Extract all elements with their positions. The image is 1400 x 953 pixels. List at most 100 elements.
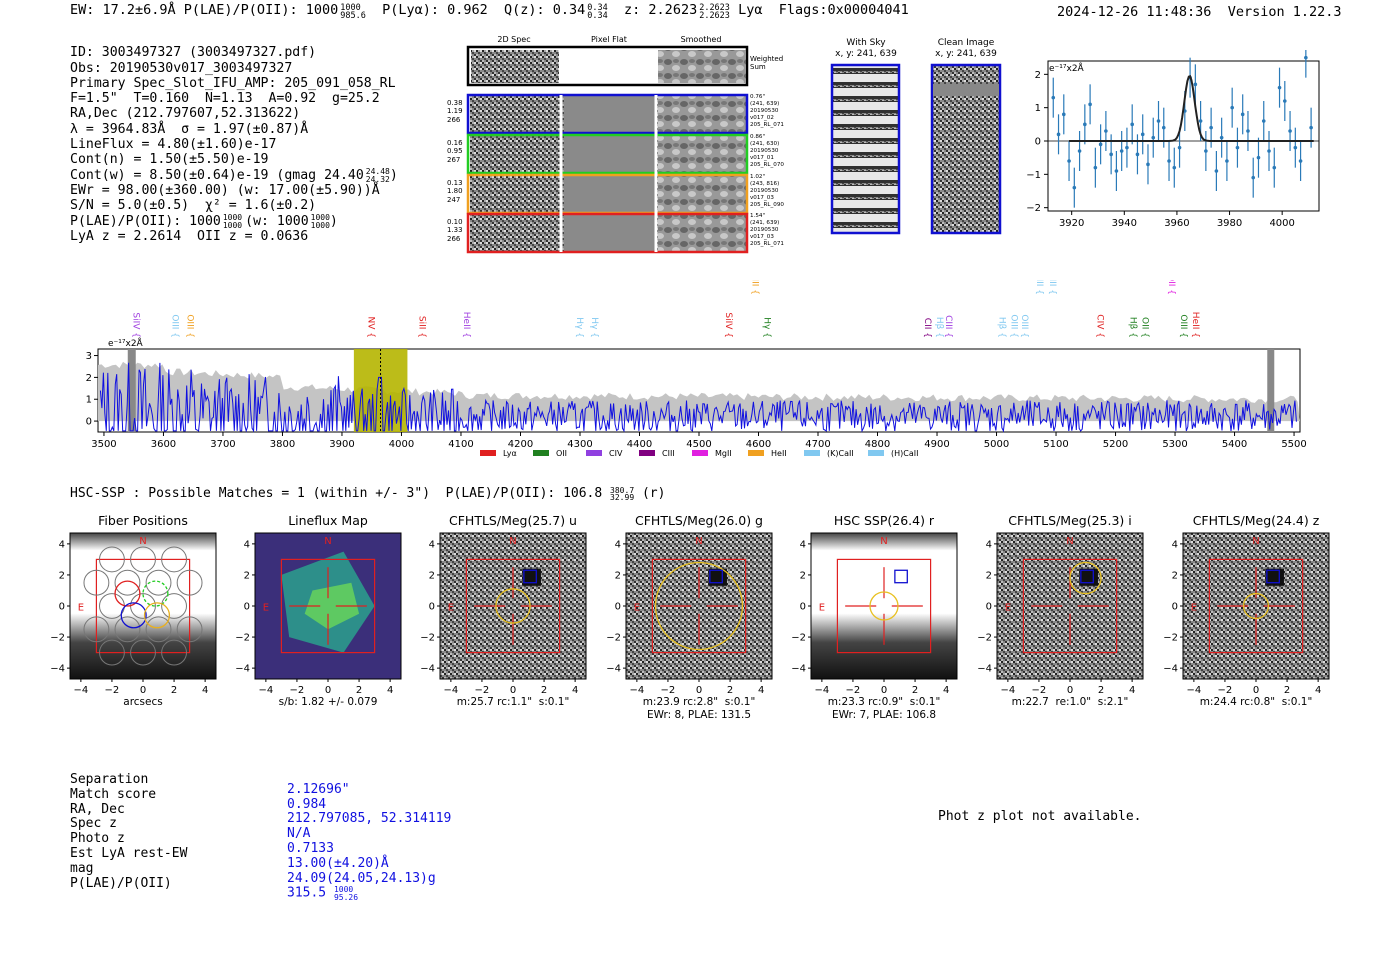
panel-image: N E 4 2 0 −2 −4 −4 −2 0 2 4 [977,532,1144,696]
panel-y-tick-label: 0 [59,602,65,613]
header-summary: EW: 17.2±6.9Å P(LAE)/P(OII): 1000 1000 985… [70,2,909,21]
info-sn: S/N = 5.0(±0.5) χ² = 1.6(±0.2) [70,198,317,214]
match-labels: Separation Match score RA, Dec Spec z Ph… [70,772,188,891]
aperture-box [651,558,747,654]
spec-y-tick-label: 3 [86,351,92,362]
row2-right-info: 0.86" (241, 630) 20190530 v017_01 205_RL… [750,134,784,168]
aperture-box [95,558,191,654]
panel-y-tick-label: −4 [977,664,992,675]
emission-line-label: SiIV { [723,312,733,338]
aperture-box [836,558,932,654]
fit-point [1067,159,1071,163]
panel-x-tick-label: 4 [1129,685,1135,696]
panel-y-tick-label: 4 [244,539,250,550]
panel-y-tick-label: −4 [420,664,435,675]
row4-right-info: 1.54" (241, 639) 20190530 v017_03 205_RL… [750,213,784,247]
panel-y-tick-label: 4 [59,539,65,550]
fit-data [1048,50,1319,208]
emission-line-label: OIII { [184,314,194,338]
legend-label: CIV [609,449,623,458]
panel-image: N E 4 2 0 −2 −4 −4 −2 0 2 4 [50,532,217,696]
fit-point [1140,132,1145,137]
panel-y-tick-label: 2 [429,570,435,581]
fit-x-tick-label: 3960 [1164,218,1189,229]
row1-left-stats: 0.38 1.19 266 [447,99,463,124]
fit-x-tick-label: 3980 [1217,218,1242,229]
panel-x-tick-label: 2 [356,685,362,696]
panel-y-tick-label: 4 [615,539,621,550]
panel-title: CFHTLS/Meg(26.0) g [635,513,763,528]
catalog-marker [709,569,723,584]
fit-point [1235,145,1240,150]
aperture-box [1208,558,1304,654]
panel-caption: m:25.7 rc:1.1" s:0.1" [456,696,570,708]
legend-swatch [692,450,708,456]
catalog-marker [1266,569,1280,584]
fiber [176,616,203,643]
spec-x-tick-label: 5300 [1162,439,1187,450]
fit-point [1161,125,1166,130]
panel-x-tick-label: −2 [661,685,676,696]
fiber [145,569,172,596]
info-id: ID: 3003497327 (3003497327.pdf) [70,45,317,61]
row3-left-stats: 0.13 1.80 247 [447,179,463,204]
emission-line-label: NV { [366,317,376,338]
panel-caption: m:23.9 rc:2.8" s:0.1" [642,696,756,708]
east-label: E [634,603,640,614]
fit-point [1104,129,1108,133]
match-radec: 212.797085, 52.314119 [287,811,452,827]
match-score: 0.984 [287,796,327,812]
emission-line-label: OIII { [1047,280,1057,295]
info-plae: P(LAE)/P(OII): 1000 1000 1000 (w: 1000 1000 1… [70,213,338,230]
emission-line-label: OIII { [1034,280,1044,295]
fiber [114,616,141,643]
match-specz: N/A [287,826,311,842]
info-params: F=1.5" T=0.160 N=1.13 A=0.92 g=25.2 [70,91,380,107]
fiber [99,546,125,573]
fiber [130,546,156,573]
panel-x-tick-label: 0 [325,685,331,696]
clean-image-title: Clean Image x, y: 241, 639 [935,38,997,59]
panel-x-tick-label: −2 [1032,685,1047,696]
fit-y-tick-label: −1 [1026,170,1041,181]
emission-line-label: CIII { [750,280,760,295]
panel-caption-2: EWr: 7, PLAE: 106.8 [831,709,937,721]
legend-swatch [748,450,764,456]
spec-y-tick-label: 1 [86,395,92,406]
fit-y-tick-label: −2 [1026,203,1041,214]
fit-point [1209,125,1213,130]
legend-swatch [804,450,820,456]
panel-background [70,533,216,679]
info-obs: Obs: 20190530v017_3003497327 [70,60,293,76]
legend-swatch [868,450,884,456]
east-label: E [263,603,269,614]
catalog-marker [523,569,537,584]
panel-y-tick-label: 0 [615,602,621,613]
panel-y-tick-label: −2 [1163,633,1178,644]
panel-x-tick-label: 0 [1253,685,1259,696]
panel-x-tick-label: −4 [1186,685,1201,696]
east-label: E [1005,603,1011,614]
spec-y-tick-label: 0 [86,417,92,428]
fit-point [1056,132,1061,137]
legend-swatch [639,450,655,456]
aperture-box [280,558,376,654]
cutout-rows [466,93,749,254]
full-spectrum-plot: SiIV {OIII {OIII {NV {SiII {HeII {Hγ {Hγ… [86,280,1307,458]
legend-swatch [480,450,496,456]
spec-x-tick-label: 5100 [1043,439,1068,450]
panel-y-tick-label: −2 [235,633,250,644]
panel-x-tick-label: −4 [258,685,273,696]
fit-point [1204,149,1208,153]
fiber-highlight [120,602,147,629]
panel-y-tick-label: 0 [1172,602,1178,613]
fit-point [1240,112,1245,117]
fit-gaussian [1069,75,1314,142]
info-lambda: λ = 3964.83Å σ = 1.97(±0.87)Å [70,121,309,137]
panel-y-tick-label: −4 [235,664,250,675]
fit-y-tick-label: 0 [1035,137,1041,148]
fit-point [1109,152,1113,157]
fit-point [1304,55,1308,60]
info-primary: Primary Spec_Slot_IFU_AMP: 205_091_058_R… [70,75,396,91]
fit-point [1098,142,1103,147]
